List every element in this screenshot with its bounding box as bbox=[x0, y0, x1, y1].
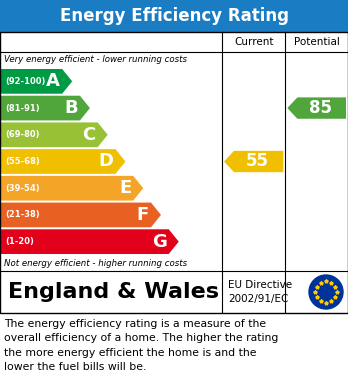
Text: Current: Current bbox=[234, 37, 274, 47]
Text: B: B bbox=[64, 99, 78, 117]
Text: Not energy efficient - higher running costs: Not energy efficient - higher running co… bbox=[4, 258, 187, 267]
Text: 55: 55 bbox=[246, 152, 269, 170]
Polygon shape bbox=[0, 69, 72, 94]
Text: (1-20): (1-20) bbox=[5, 237, 34, 246]
Polygon shape bbox=[0, 203, 161, 227]
Text: G: G bbox=[152, 233, 167, 251]
Text: D: D bbox=[98, 152, 113, 170]
Text: C: C bbox=[82, 126, 96, 144]
Text: (69-80): (69-80) bbox=[5, 130, 40, 139]
Polygon shape bbox=[0, 96, 90, 120]
Text: (39-54): (39-54) bbox=[5, 184, 40, 193]
Bar bbox=[0, 32, 348, 313]
Text: Potential: Potential bbox=[294, 37, 340, 47]
Polygon shape bbox=[0, 176, 143, 201]
Circle shape bbox=[309, 275, 343, 309]
Text: (92-100): (92-100) bbox=[5, 77, 45, 86]
Text: Energy Efficiency Rating: Energy Efficiency Rating bbox=[60, 7, 288, 25]
Text: A: A bbox=[46, 72, 60, 90]
Text: The energy efficiency rating is a measure of the
overall efficiency of a home. T: The energy efficiency rating is a measur… bbox=[4, 319, 278, 372]
Text: 85: 85 bbox=[309, 99, 332, 117]
Polygon shape bbox=[224, 151, 283, 172]
Text: Very energy efficient - lower running costs: Very energy efficient - lower running co… bbox=[4, 56, 187, 65]
Polygon shape bbox=[0, 229, 179, 254]
Text: England & Wales: England & Wales bbox=[8, 282, 219, 302]
Polygon shape bbox=[287, 97, 346, 119]
Polygon shape bbox=[0, 149, 125, 174]
Bar bbox=[0, 0, 348, 32]
Text: F: F bbox=[137, 206, 149, 224]
Text: E: E bbox=[119, 179, 131, 197]
Text: (81-91): (81-91) bbox=[5, 104, 40, 113]
Text: (55-68): (55-68) bbox=[5, 157, 40, 166]
Text: EU Directive
2002/91/EC: EU Directive 2002/91/EC bbox=[228, 280, 292, 303]
Polygon shape bbox=[0, 122, 108, 147]
Text: (21-38): (21-38) bbox=[5, 210, 40, 219]
